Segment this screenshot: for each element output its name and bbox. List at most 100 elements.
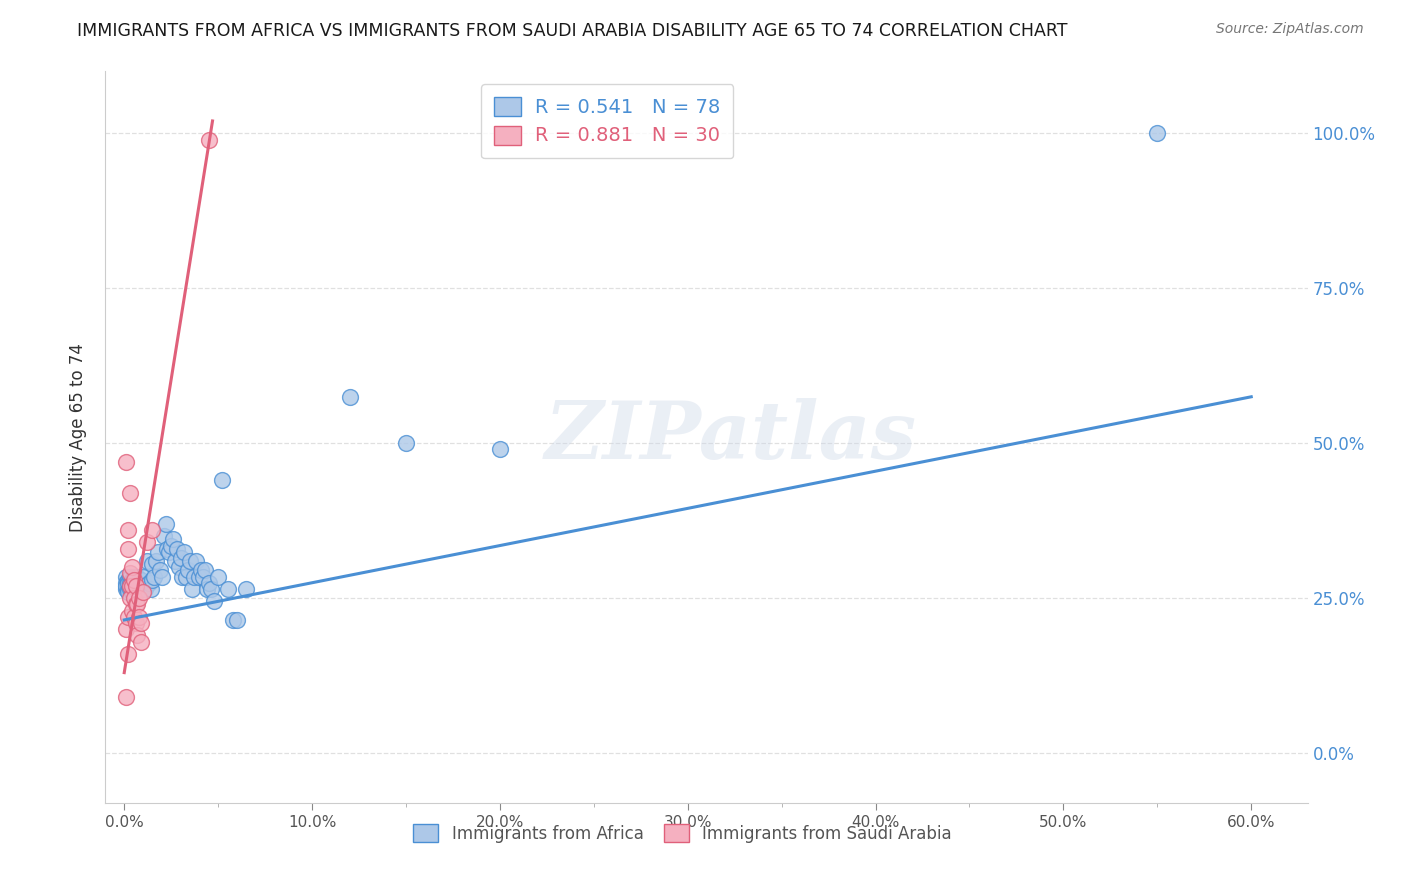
Point: [217, 582, 239, 596]
Point: [202, 594, 225, 608]
Point: [115, 455, 138, 469]
Point: [122, 610, 145, 624]
Point: [129, 615, 152, 630]
Point: [143, 569, 166, 583]
Point: [118, 591, 141, 606]
Point: [122, 579, 145, 593]
Point: [127, 582, 149, 596]
Point: [149, 563, 172, 577]
Point: [179, 554, 201, 568]
Point: [167, 560, 190, 574]
Point: [188, 569, 211, 583]
Point: [163, 554, 186, 568]
Point: [152, 529, 174, 543]
Point: [132, 579, 155, 593]
Point: [162, 533, 184, 547]
Point: [124, 579, 146, 593]
Point: [122, 591, 145, 606]
Point: [195, 582, 218, 596]
Point: [117, 585, 139, 599]
Point: [117, 541, 139, 556]
Point: [118, 575, 141, 590]
Point: [132, 569, 155, 583]
Point: [138, 575, 160, 590]
Point: [124, 573, 146, 587]
Point: [115, 575, 138, 590]
Point: [395, 436, 418, 450]
Point: [117, 647, 139, 661]
Point: [156, 541, 179, 556]
Point: [169, 551, 191, 566]
Point: [191, 569, 214, 583]
Point: [122, 569, 145, 583]
Point: [183, 569, 205, 583]
Point: [211, 474, 233, 488]
Point: [135, 554, 157, 568]
Point: [157, 545, 180, 559]
Point: [129, 582, 152, 596]
Point: [118, 569, 141, 583]
Point: [115, 582, 138, 596]
Point: [132, 585, 155, 599]
Point: [127, 628, 149, 642]
Point: [115, 622, 138, 636]
Point: [117, 582, 139, 596]
Point: [128, 573, 150, 587]
Point: [180, 582, 202, 596]
Point: [207, 569, 229, 583]
Point: [134, 582, 156, 596]
Point: [124, 598, 146, 612]
Point: [141, 523, 163, 537]
Point: [121, 575, 143, 590]
Point: [118, 486, 141, 500]
Text: Source: ZipAtlas.com: Source: ZipAtlas.com: [1216, 22, 1364, 37]
Point: [117, 573, 139, 587]
Point: [160, 539, 183, 553]
Point: [117, 575, 139, 590]
Point: [172, 569, 194, 583]
Text: ZIPatlas: ZIPatlas: [544, 399, 917, 475]
Point: [124, 575, 146, 590]
Point: [146, 545, 169, 559]
Point: [118, 582, 141, 596]
Point: [115, 690, 138, 705]
Text: IMMIGRANTS FROM AFRICA VS IMMIGRANTS FROM SAUDI ARABIA DISABILITY AGE 65 TO 74 C: IMMIGRANTS FROM AFRICA VS IMMIGRANTS FRO…: [77, 22, 1067, 40]
Point: [115, 569, 138, 583]
Point: [222, 613, 245, 627]
Point: [1146, 126, 1168, 140]
Point: [141, 573, 163, 587]
Point: [155, 516, 177, 531]
Point: [173, 545, 195, 559]
Point: [129, 634, 152, 648]
Point: [128, 610, 150, 624]
Point: [127, 569, 149, 583]
Point: [166, 541, 188, 556]
Legend: Immigrants from Africa, Immigrants from Saudi Arabia: Immigrants from Africa, Immigrants from …: [406, 818, 959, 849]
Point: [121, 560, 143, 574]
Point: [141, 557, 163, 571]
Point: [122, 582, 145, 596]
Y-axis label: Disability Age 65 to 74: Disability Age 65 to 74: [69, 343, 87, 532]
Point: [145, 554, 167, 568]
Point: [190, 563, 212, 577]
Point: [200, 582, 222, 596]
Point: [118, 566, 141, 581]
Point: [121, 573, 143, 587]
Point: [121, 579, 143, 593]
Point: [118, 579, 141, 593]
Point: [122, 573, 145, 587]
Point: [197, 575, 219, 590]
Point: [124, 582, 146, 596]
Point: [177, 563, 200, 577]
Point: [128, 591, 150, 606]
Point: [121, 585, 143, 599]
Point: [235, 582, 257, 596]
Point: [117, 523, 139, 537]
Point: [121, 604, 143, 618]
Point: [128, 582, 150, 596]
Point: [127, 598, 149, 612]
Point: [115, 579, 138, 593]
Point: [129, 573, 152, 587]
Point: [197, 132, 219, 146]
Point: [122, 575, 145, 590]
